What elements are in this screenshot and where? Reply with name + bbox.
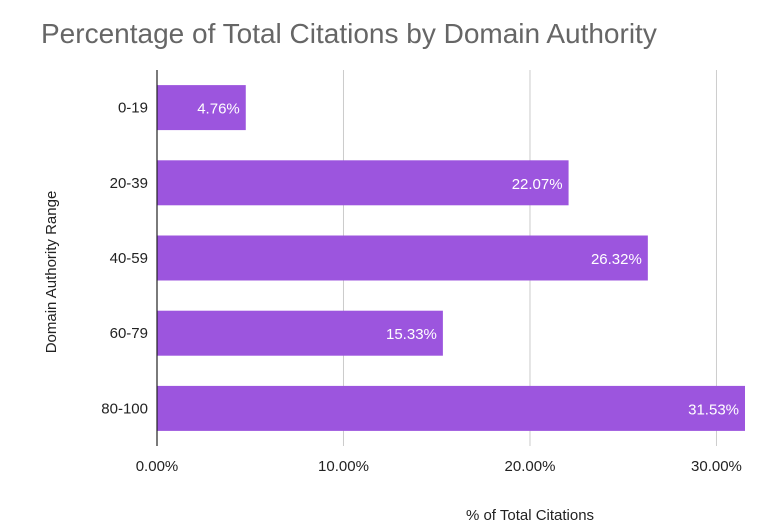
category-labels: 0-19 20-39 40-59 60-79 80-100 [101,100,148,418]
data-labels: 4.76% 22.07% 26.32% 15.33% 31.53% [197,101,739,419]
x-tick-label: 20.00% [505,458,556,475]
category-label: 40-59 [110,250,148,267]
data-label: 31.53% [688,401,739,418]
x-tick-labels: 0.00% 10.00% 20.00% 30.00% [136,458,742,475]
x-axis-title: % of Total Citations [466,507,594,524]
category-label: 0-19 [118,100,148,117]
bar-20-39 [157,160,569,206]
x-tick-label: 0.00% [136,458,179,475]
data-label: 26.32% [591,251,642,268]
data-label: 22.07% [512,176,563,193]
bar-80-100 [157,385,745,431]
bar-40-59 [157,235,648,281]
x-tick-label: 10.00% [318,458,369,475]
category-label: 80-100 [101,400,148,417]
bar-0-19 [157,85,246,131]
category-label: 60-79 [110,325,148,342]
y-axis-title: Domain Authority Range [43,191,60,354]
bar-group [157,85,745,431]
category-label: 20-39 [110,175,148,192]
data-label: 4.76% [197,101,240,118]
bar-60-79 [157,310,443,356]
chart-title: Percentage of Total Citations by Domain … [41,18,657,49]
data-label: 15.33% [386,326,437,343]
x-tick-label: 30.00% [691,458,742,475]
